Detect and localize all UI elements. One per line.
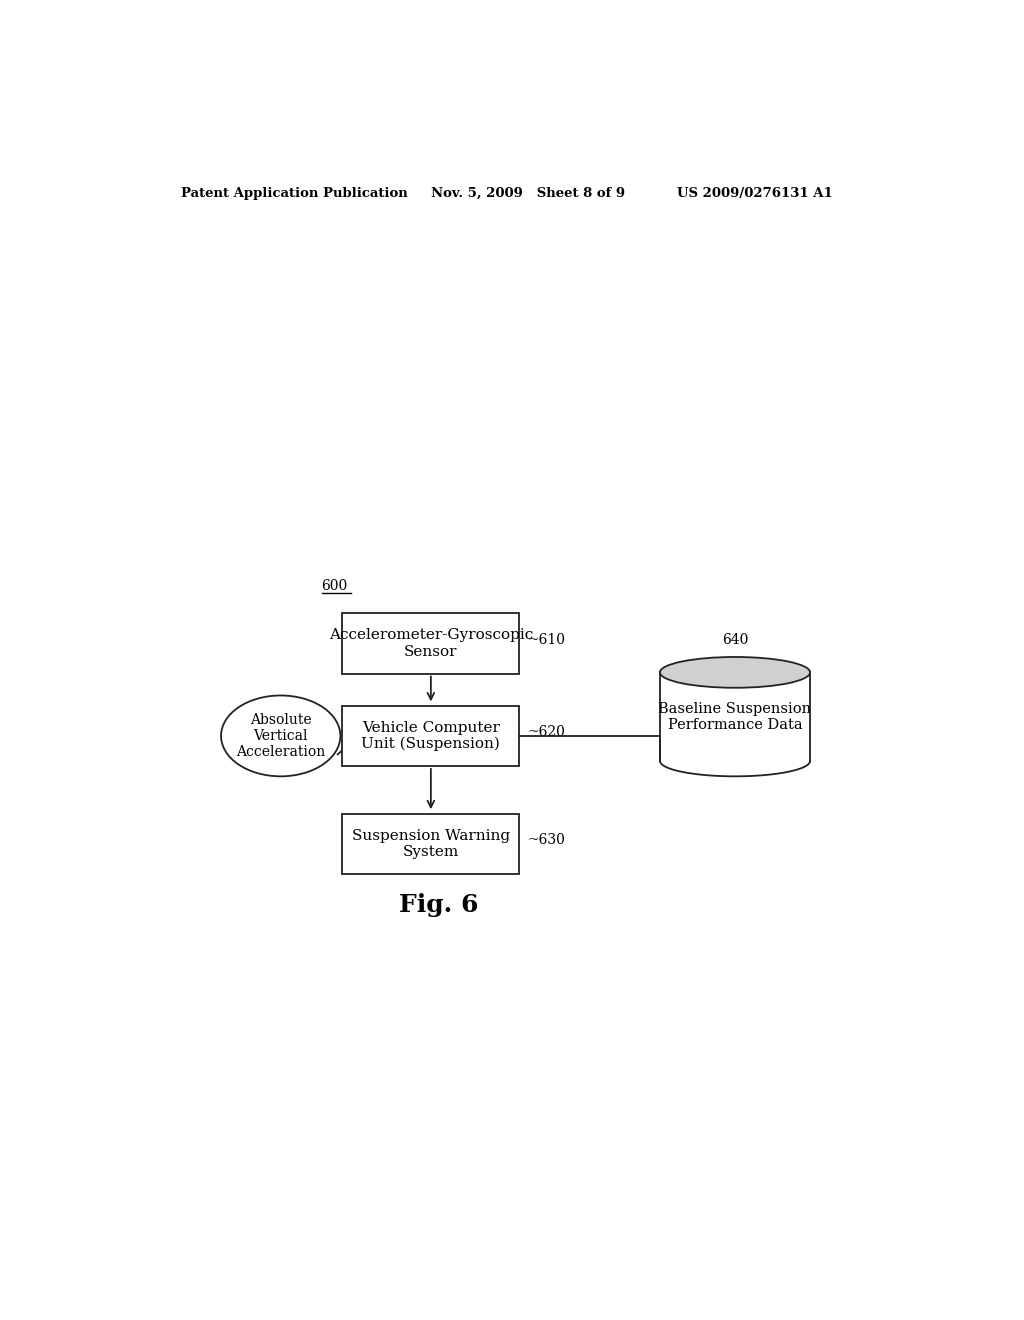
Text: 640: 640 xyxy=(722,634,749,647)
Text: Fig. 6: Fig. 6 xyxy=(399,894,478,917)
Text: Nov. 5, 2009   Sheet 8 of 9: Nov. 5, 2009 Sheet 8 of 9 xyxy=(431,186,625,199)
Text: ~610: ~610 xyxy=(527,632,565,647)
Text: Suspension Warning
System: Suspension Warning System xyxy=(352,829,510,859)
Bar xyxy=(342,614,519,673)
Text: ~630: ~630 xyxy=(527,833,565,847)
Text: ~620: ~620 xyxy=(527,725,565,739)
Ellipse shape xyxy=(221,696,340,776)
Text: 600: 600 xyxy=(322,579,348,594)
Bar xyxy=(342,813,519,874)
Text: Patent Application Publication: Patent Application Publication xyxy=(180,186,408,199)
Bar xyxy=(342,706,519,766)
Ellipse shape xyxy=(659,657,810,688)
Text: Vehicle Computer
Unit (Suspension): Vehicle Computer Unit (Suspension) xyxy=(361,721,501,751)
Text: US 2009/0276131 A1: US 2009/0276131 A1 xyxy=(677,186,833,199)
Bar xyxy=(659,672,810,760)
Text: Accelerometer-Gyroscopic
Sensor: Accelerometer-Gyroscopic Sensor xyxy=(329,628,532,659)
Text: Baseline Suspension
Performance Data: Baseline Suspension Performance Data xyxy=(658,701,812,731)
Text: Absolute
Vertical
Acceleration: Absolute Vertical Acceleration xyxy=(237,713,326,759)
